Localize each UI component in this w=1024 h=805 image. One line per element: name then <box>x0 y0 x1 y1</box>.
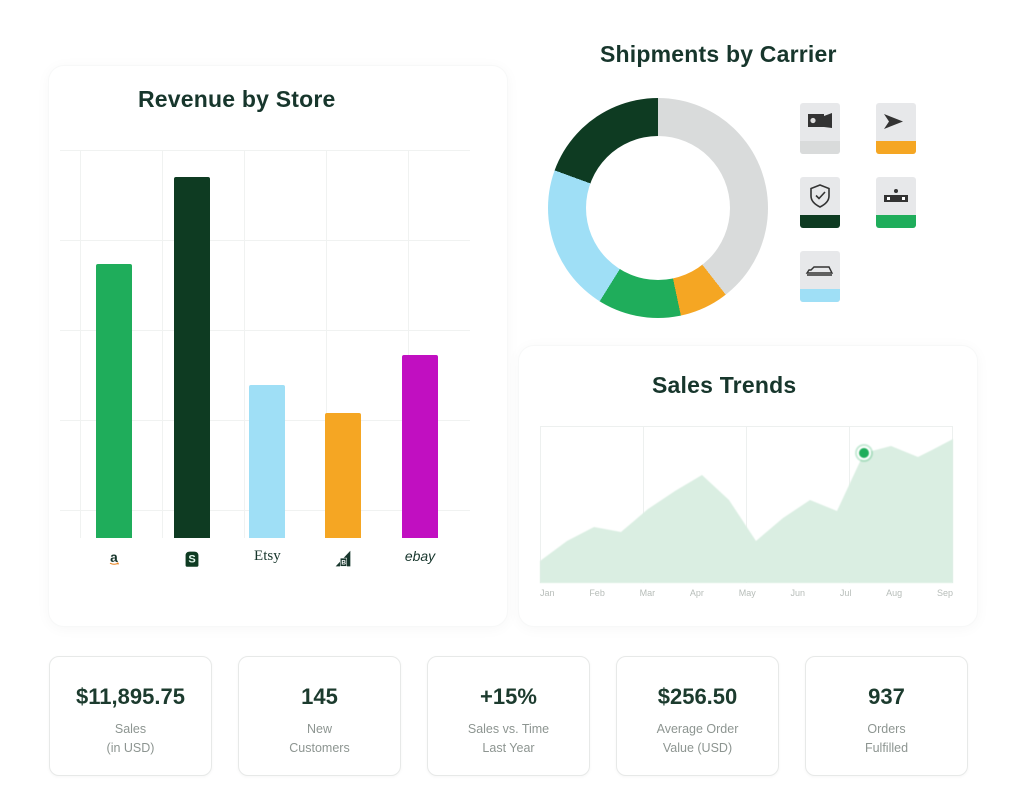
svg-text:B: B <box>341 560 346 567</box>
svg-text:S: S <box>189 554 196 566</box>
svg-text:a: a <box>110 550 118 565</box>
